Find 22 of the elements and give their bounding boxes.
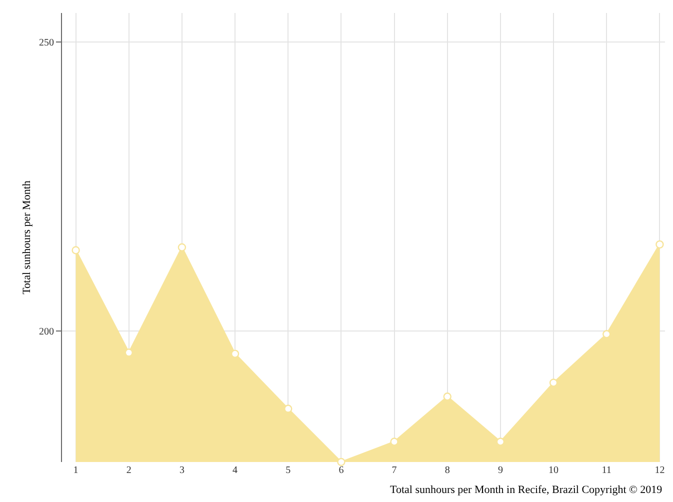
point [284,404,292,413]
point [178,243,186,252]
x-tick-label: 7 [392,465,397,476]
x-tick-label: 3 [179,465,184,476]
x-tick-label: 10 [548,465,559,476]
text: Total sunhours per Month in Recife, Brazil Copyright © 2019 [390,484,663,496]
x-tick-label: 8 [444,465,450,476]
y-tick-label: 200 [39,326,54,338]
x-tick-label: 2 [126,465,132,476]
x-tick-label: 6 [338,465,344,476]
x-tick-label: 5 [286,465,291,476]
y-axis-title: Total sunhours per Month [21,180,33,294]
x-tick-label: 4 [232,465,238,476]
point [72,246,80,254]
x-tick-label: 9 [498,465,503,476]
y-tick-label: 250 [39,37,54,48]
x-tick-label: 12 [654,465,665,476]
point [390,438,398,446]
point [337,458,346,466]
point [656,240,664,249]
x-tick-label: 1 [73,465,78,476]
x-tick-label: 11 [602,465,612,476]
